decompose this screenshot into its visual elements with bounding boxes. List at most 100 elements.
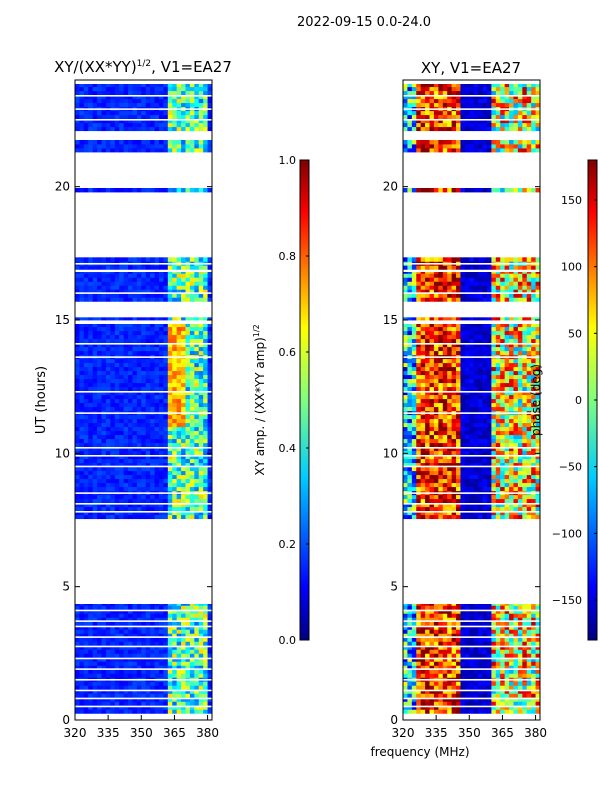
heatmap-cell (407, 494, 413, 500)
heatmap-cell (425, 426, 431, 432)
heatmap-cell (92, 604, 98, 606)
heatmap-cell (526, 621, 532, 626)
heatmap-cell (198, 685, 204, 690)
heatmap-cell (425, 430, 431, 436)
heatmap-cell (482, 665, 488, 670)
heatmap-cell (163, 140, 169, 145)
heatmap-cell (132, 697, 138, 702)
heatmap-cell (451, 649, 457, 654)
heatmap-cell (203, 426, 209, 432)
heatmap-cell (167, 486, 173, 492)
heatmap-cell (486, 510, 492, 516)
heatmap-cell (198, 188, 204, 193)
heatmap-cell (150, 289, 156, 294)
heatmap-cell (141, 705, 147, 710)
heatmap-cell (442, 613, 448, 618)
heatmap-cell (478, 462, 484, 468)
heatmap-cell (531, 514, 537, 520)
heatmap-cell (535, 665, 540, 670)
heatmap-cell (473, 474, 479, 480)
heatmap-cell (101, 90, 107, 96)
heatmap-cell (176, 689, 182, 694)
heatmap-cell (167, 426, 173, 432)
heatmap-cell (473, 681, 479, 686)
heatmap-cell (154, 402, 160, 408)
heatmap-cell (154, 613, 160, 618)
heatmap-cell (504, 446, 510, 452)
heatmap-cell (403, 661, 408, 666)
heatmap-cell (105, 701, 111, 706)
heatmap-cell (75, 609, 80, 614)
heatmap-cell (495, 450, 501, 456)
heatmap-cell (486, 514, 492, 520)
heatmap-cell (469, 446, 475, 452)
heatmap-cell (451, 661, 457, 666)
heatmap-cell (194, 126, 200, 132)
heatmap-cell (486, 470, 492, 476)
heatmap-cell (420, 657, 426, 662)
heatmap-cell (482, 697, 488, 702)
gap-row (75, 511, 212, 513)
heatmap-cell (185, 342, 191, 348)
heatmap-cell (150, 188, 156, 193)
heatmap-cell (464, 498, 470, 504)
heatmap-cell (136, 84, 142, 88)
heatmap-cell (473, 442, 479, 448)
heatmap-cell (105, 370, 111, 376)
heatmap-cell (145, 346, 151, 352)
heatmap-cell (469, 414, 475, 420)
heatmap-cell (172, 378, 178, 384)
heatmap-cell (469, 621, 475, 626)
heatmap-cell (97, 681, 103, 686)
heatmap-cell (158, 633, 164, 638)
heatmap-cell (132, 144, 138, 149)
heatmap-cell (522, 506, 528, 512)
heatmap-cell (185, 613, 191, 618)
heatmap-cell (136, 701, 142, 706)
heatmap-cell (411, 665, 417, 670)
heatmap-cell (495, 494, 501, 500)
heatmap-cell (123, 102, 129, 108)
heatmap-cell (194, 510, 200, 516)
heatmap-cell (176, 434, 182, 440)
heatmap-cell (500, 438, 506, 444)
heatmap-cell (141, 693, 147, 698)
heatmap-cell (110, 645, 116, 650)
heatmap-cell (491, 450, 497, 456)
heatmap-cell (198, 289, 204, 294)
heatmap-cell (167, 458, 173, 464)
heatmap-cell (123, 358, 129, 364)
heatmap-cell (522, 701, 528, 706)
heatmap-cell (114, 90, 120, 96)
heatmap-cell (123, 370, 129, 376)
heatmap-cell (429, 494, 435, 500)
heatmap-cell (411, 617, 417, 622)
heatmap-cell (110, 458, 116, 464)
heatmap-cell (504, 709, 510, 714)
heatmap-cell (407, 637, 413, 642)
heatmap-cell (207, 494, 212, 500)
heatmap-cell (522, 442, 528, 448)
heatmap-cell (158, 317, 164, 321)
heatmap-cell (469, 665, 475, 670)
y-tick-label: 15 (55, 313, 70, 327)
heatmap-cell (88, 350, 94, 356)
heatmap-cell (526, 430, 532, 436)
heatmap-cell (469, 693, 475, 698)
heatmap-cell (447, 693, 453, 698)
heatmap-cell (110, 514, 116, 520)
heatmap-cell (176, 86, 182, 92)
heatmap-cell (114, 482, 120, 488)
heatmap-cell (478, 454, 484, 460)
heatmap-cell (154, 390, 160, 396)
heatmap-cell (194, 693, 200, 698)
heatmap-cell (110, 466, 116, 472)
heatmap-cell (114, 118, 120, 124)
heatmap-cell (97, 126, 103, 132)
heatmap-cell (110, 257, 116, 262)
heatmap-cell (101, 382, 107, 388)
heatmap-cell (88, 102, 94, 108)
heatmap-cell (416, 462, 422, 468)
heatmap-cell (79, 689, 85, 694)
heatmap-cell (114, 366, 120, 372)
